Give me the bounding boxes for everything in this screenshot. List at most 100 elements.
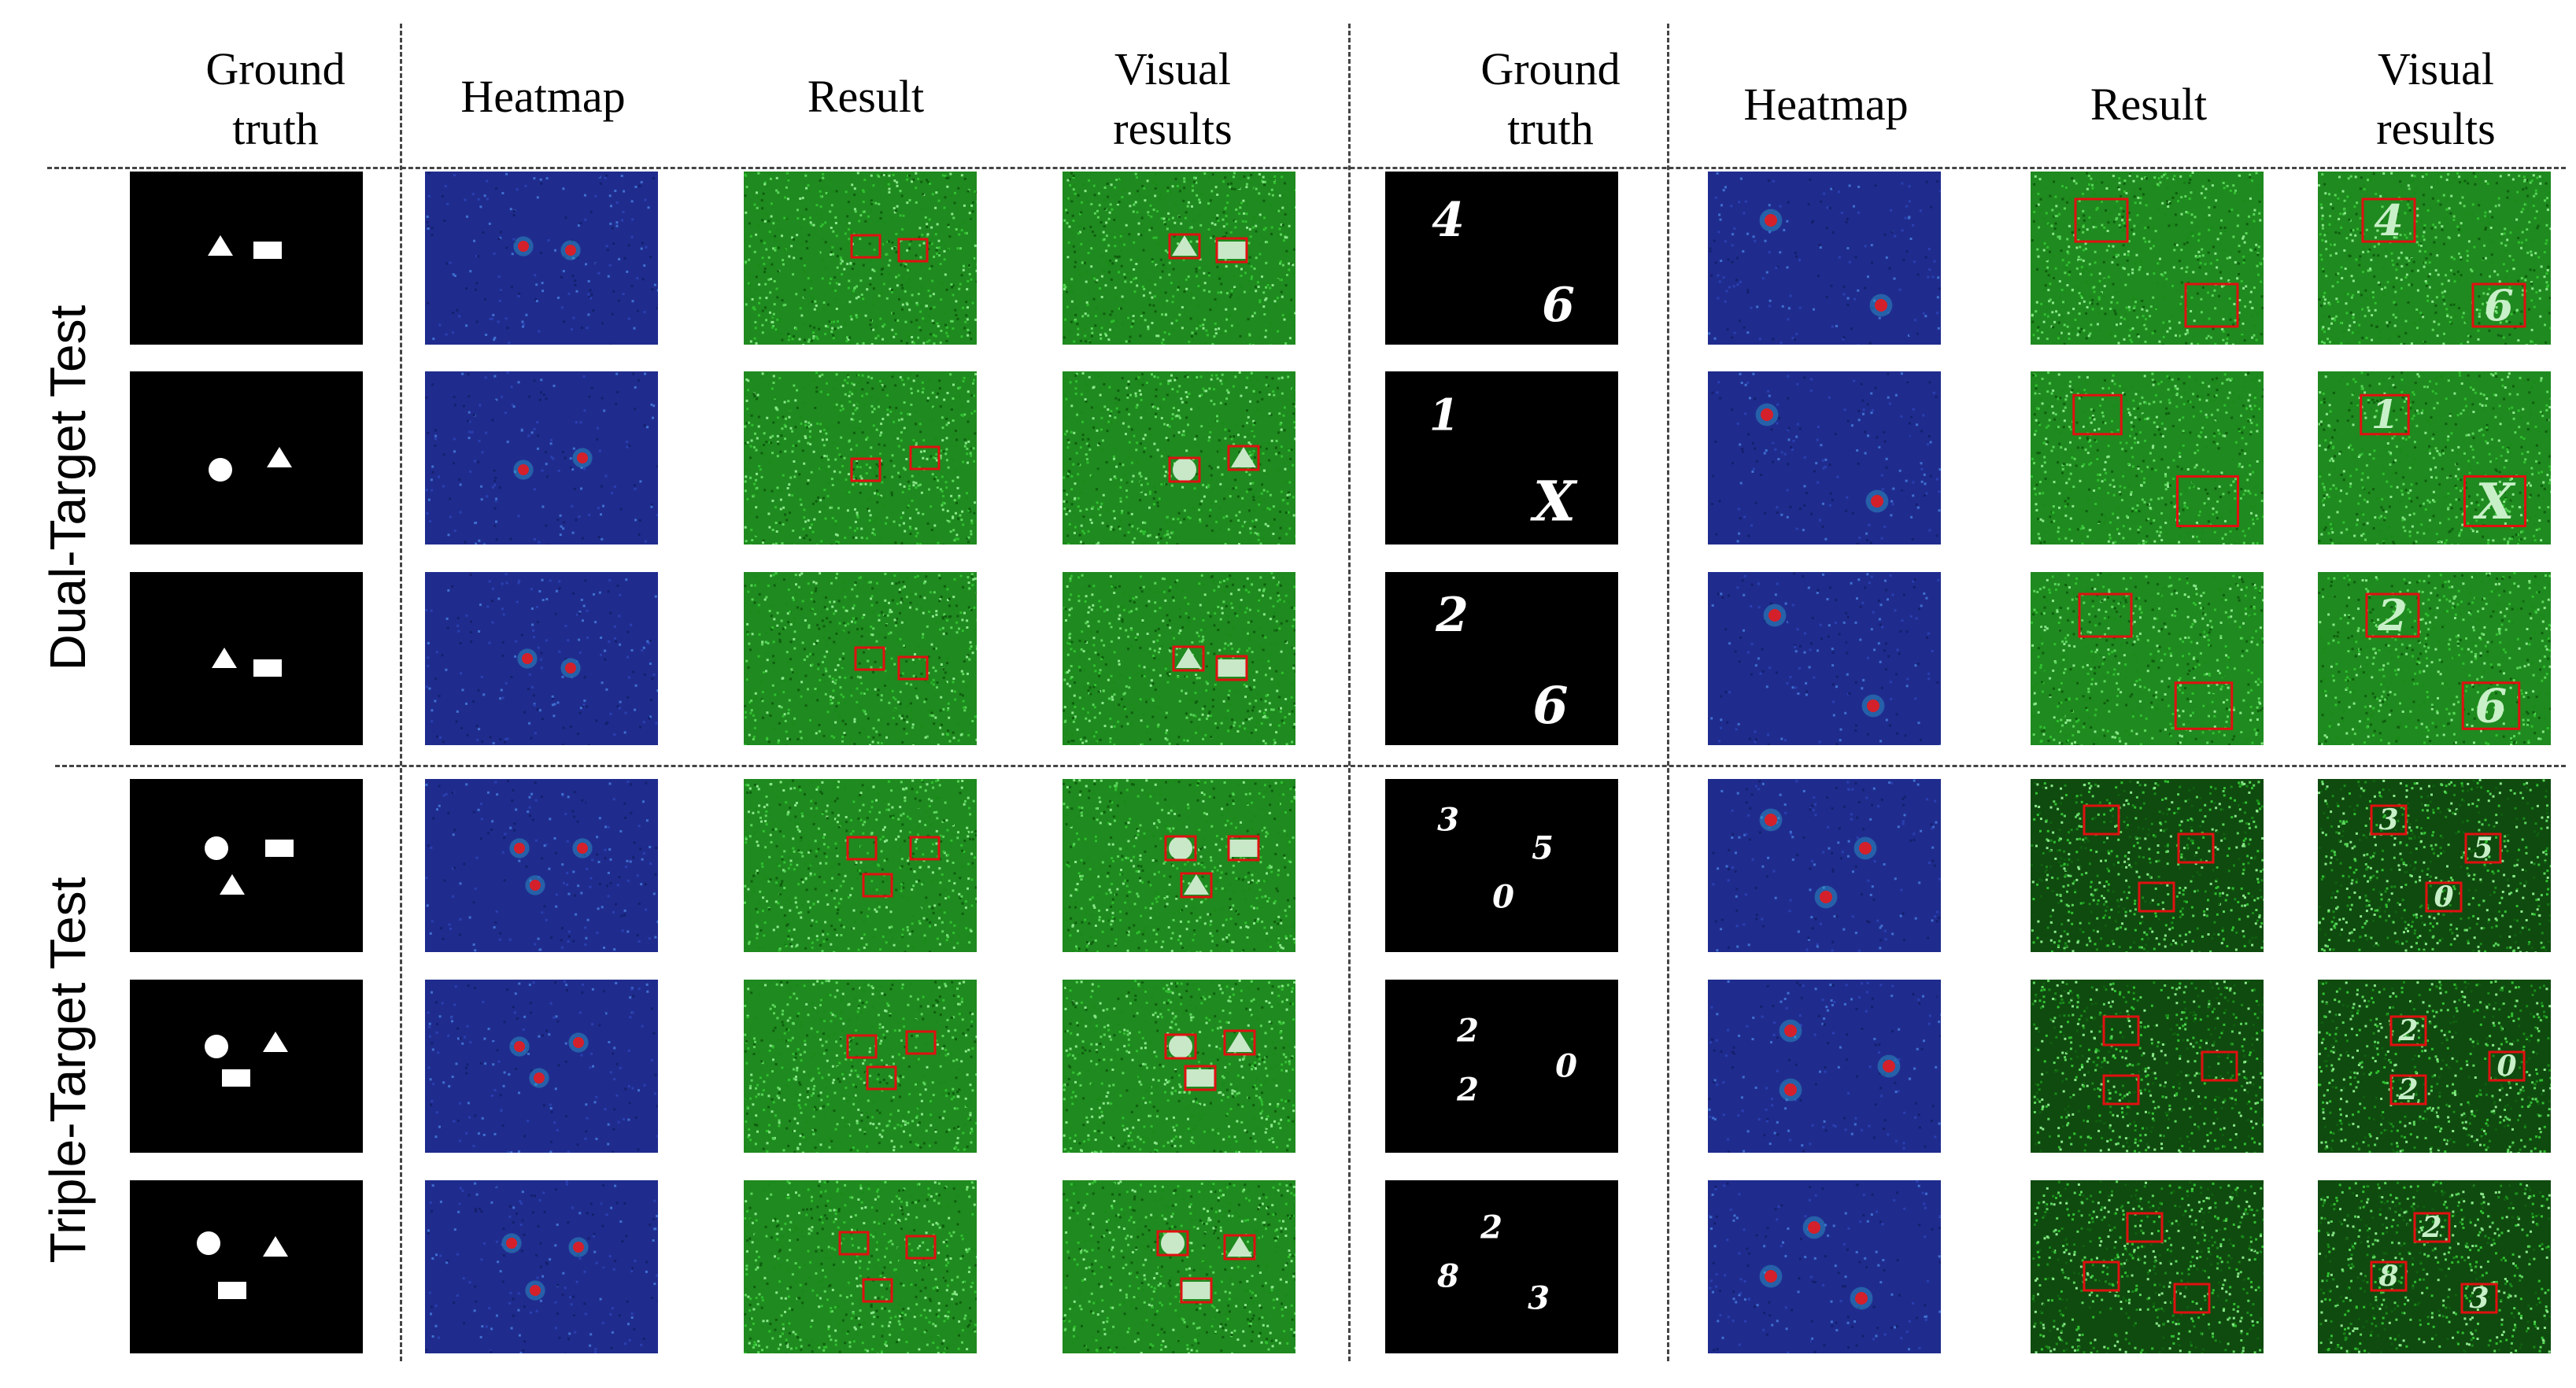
circle-target [1169,1035,1192,1058]
detection-box [2078,592,2133,638]
header-line2: results [2318,99,2554,159]
result-shapes-panel [744,172,977,345]
visual-results-digits-panel: 2 0 2 [2318,980,2551,1153]
noise-texture [1063,980,1295,1153]
detection-box [850,457,881,482]
visual-results-shapes-panel [1063,172,1295,345]
header-ground-truth-digits: Ground truth [1432,39,1669,159]
header-line2: results [1055,99,1291,159]
handwritten-digit-overlay: 1 [2371,392,2398,437]
detection-box [1164,1033,1197,1060]
panel-background [2031,371,2264,544]
handwritten-digit-overlay: 4 [2374,195,2404,245]
noise-texture [2031,980,2264,1153]
noise-texture [744,980,977,1153]
noise-texture [425,1180,658,1353]
panel-background [2318,779,2551,952]
detection-box [2174,681,2234,730]
panel-background [130,371,363,544]
noise-texture [1710,372,1941,544]
result-digits-panel [2031,572,2264,745]
detection-box [897,655,929,681]
detection-box [846,1034,878,1059]
row-group-label-dual: Dual-Target Test [39,305,97,671]
rectangle-target [1182,1282,1210,1299]
detection-box [1180,872,1213,899]
heat-spot [1808,1221,1820,1234]
handwritten-digit: 2 [1456,1072,1479,1109]
detection-box [838,1231,870,1256]
visual-results-shapes-panel [1063,371,1295,544]
noise-texture [2318,1180,2551,1353]
heat-spot [1761,408,1773,421]
panel-background [1708,371,1941,544]
triangle-target [220,874,245,895]
rectangle-target [1229,840,1258,857]
panel-background [2031,172,2264,345]
noise-texture [1709,572,1941,745]
panel-background [425,371,658,544]
noise-texture [425,779,658,952]
panel-background [1708,980,1941,1153]
detection-box [2461,681,2521,730]
panel-background [1385,371,1618,544]
detection-box [2177,832,2215,864]
heat-spot [1859,842,1872,855]
heatmap-digits-panel [1708,779,1941,952]
rectangle-target [218,1282,246,1299]
divider-vertical-3 [1667,24,1669,1361]
heat-spot [518,464,529,475]
detection-box [2425,881,2463,913]
header-line1: Heatmap [1708,75,1944,135]
detection-box [2083,804,2120,836]
panel-background [425,172,658,345]
rectangle-target [1186,1069,1214,1087]
handwritten-digit-overlay: 2 [2397,1073,2418,1106]
visual-results-shapes-panel [1063,779,1295,952]
noise-texture [2318,172,2551,345]
heat-spot [530,880,541,891]
ground-truth-shapes-panel [130,371,363,544]
result-digits-panel [2031,980,2264,1153]
heatmap-digits-panel [1708,1180,1941,1353]
triangle-target [267,447,292,467]
heat-spot [565,245,576,256]
noise-texture [2031,780,2264,952]
ground-truth-shapes-panel [130,1180,363,1353]
detection-box [2471,282,2526,328]
heat-spot [573,1037,584,1048]
detection-box [2464,832,2502,864]
row-group-label-triple: Triple-Target Test [39,877,97,1264]
detection-box [2361,197,2416,243]
heat-spot [565,663,576,674]
noise-texture [1708,172,1941,345]
handwritten-digit-overlay: X [2473,472,2516,530]
rectangle-target [1218,659,1246,677]
heat-spot [573,1242,584,1253]
detection-box [2360,393,2410,436]
detection-box [1227,445,1260,471]
panel-background [1708,572,1941,745]
header-visual-results-digits: Visual results [2318,39,2554,159]
detection-box [2074,197,2129,243]
header-heatmap-shapes: Heatmap [425,67,661,127]
detection-box [862,1278,893,1303]
result-shapes-panel [744,980,977,1153]
result-shapes-panel [744,572,977,745]
detection-box [2176,475,2239,527]
handwritten-digit: 6 [1532,676,1568,736]
triangle-target [1227,1236,1252,1257]
header-line1: Visual [1055,39,1291,99]
handwritten-digit: 0 [1492,879,1514,916]
heat-spot [522,653,533,664]
noise-texture [744,371,977,544]
triangle-target [1172,235,1197,256]
heat-spot [1883,1060,1895,1072]
visual-results-shapes-panel [1063,1180,1295,1353]
ground-truth-shapes-panel [130,172,363,345]
handwritten-digit-overlay: 3 [2469,1282,2489,1315]
header-line1: Ground [1432,39,1669,99]
